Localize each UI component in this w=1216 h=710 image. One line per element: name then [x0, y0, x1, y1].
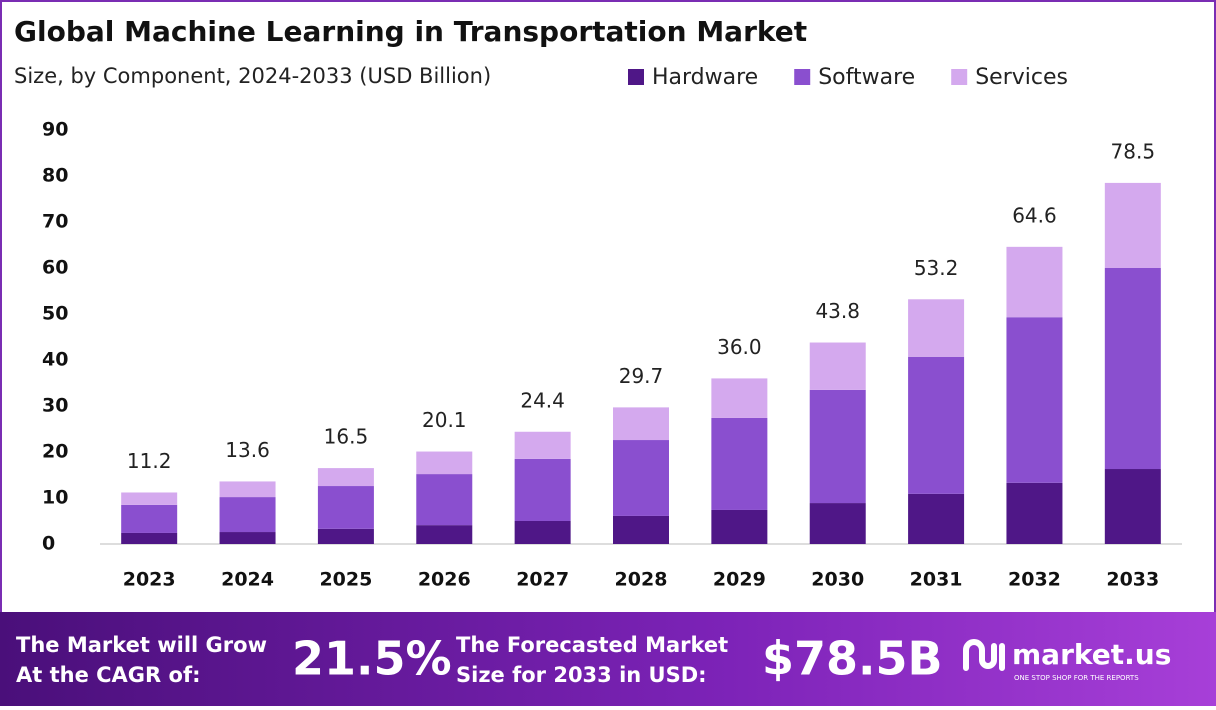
bar-segment — [121, 504, 178, 533]
bar-segment — [613, 407, 669, 441]
bar-segment — [908, 299, 965, 357]
y-tick-label: 40 — [42, 349, 68, 371]
bar-segment — [809, 342, 866, 390]
bar-segment — [1104, 182, 1161, 268]
bar-segment — [1006, 482, 1063, 544]
cagr-value: 21.5% — [292, 632, 452, 686]
bar-segment — [1104, 469, 1161, 544]
footer-text: Size for 2033 in USD: — [456, 663, 707, 687]
footer — [0, 612, 1216, 706]
bar-segment — [416, 525, 473, 544]
bar-segment — [613, 515, 669, 544]
legend-swatch — [794, 69, 811, 85]
bar-segment — [416, 451, 473, 475]
tagline: ONE STOP SHOP FOR THE REPORTS — [1014, 674, 1139, 682]
bar-segment — [809, 503, 866, 544]
bar-segment — [219, 481, 276, 498]
logo-icon — [963, 639, 1005, 671]
bar-segment — [711, 378, 768, 418]
total-label: 53.2 — [914, 256, 959, 280]
y-tick-label: 70 — [42, 211, 68, 233]
total-label: 13.6 — [225, 438, 270, 462]
total-label: 24.4 — [520, 388, 565, 412]
bar-segment — [514, 431, 571, 459]
bar-segment — [317, 486, 374, 529]
bar-segment — [1006, 317, 1063, 483]
bar-segment — [219, 532, 276, 544]
bar-segment — [711, 509, 768, 544]
total-label: 29.7 — [619, 364, 664, 388]
bar-segment — [317, 528, 374, 544]
chart-subtitle: Size, by Component, 2024-2033 (USD Billi… — [14, 64, 491, 88]
y-tick-label: 80 — [42, 165, 68, 187]
x-tick-label: 2026 — [418, 569, 471, 591]
legend-label: Software — [818, 65, 915, 90]
x-tick-label: 2031 — [910, 569, 963, 591]
chart-title: Global Machine Learning in Transportatio… — [14, 15, 807, 48]
footer-text: The Forecasted Market — [456, 633, 728, 657]
bar-segment — [1104, 268, 1161, 470]
bar-segment — [809, 389, 866, 504]
x-tick-label: 2029 — [713, 569, 766, 591]
brand: market.us — [1012, 638, 1171, 671]
x-tick-label: 2027 — [516, 569, 569, 591]
total-label: 43.8 — [815, 299, 860, 323]
legend-label: Hardware — [652, 65, 758, 90]
bar-segment — [514, 521, 571, 544]
y-tick-label: 20 — [42, 441, 68, 463]
forecast-value: $78.5B — [762, 632, 943, 686]
total-label: 36.0 — [717, 335, 762, 359]
legend-swatch — [628, 69, 644, 85]
bar-segment — [711, 417, 768, 510]
footer-text: At the CAGR of: — [16, 663, 201, 687]
y-tick-label: 0 — [42, 533, 55, 555]
bar-segment — [219, 497, 276, 533]
bar-segment — [416, 474, 473, 526]
bar-segment — [908, 493, 965, 544]
y-tick-label: 90 — [42, 119, 68, 141]
y-tick-label: 60 — [42, 257, 68, 279]
total-label: 20.1 — [422, 408, 467, 432]
x-tick-label: 2028 — [615, 569, 668, 591]
x-tick-label: 2030 — [811, 569, 864, 591]
y-tick-label: 10 — [42, 487, 68, 509]
x-tick-label: 2025 — [319, 569, 372, 591]
bar-segment — [317, 468, 374, 487]
x-tick-label: 2033 — [1106, 569, 1159, 591]
total-label: 16.5 — [324, 425, 369, 449]
bar-segment — [121, 492, 178, 505]
total-label: 11.2 — [127, 449, 172, 473]
footer-text: The Market will Grow — [16, 633, 267, 657]
bar-segment — [908, 356, 965, 494]
bar-segment — [1006, 246, 1063, 318]
legend-swatch — [951, 69, 968, 85]
x-tick-label: 2023 — [123, 569, 176, 591]
bar-segment — [613, 440, 669, 516]
y-tick-label: 30 — [42, 395, 68, 417]
bar-segment — [121, 532, 178, 544]
y-tick-label: 50 — [42, 303, 68, 325]
legend-label: Services — [975, 65, 1068, 90]
bar-segment — [514, 458, 571, 521]
total-label: 78.5 — [1111, 139, 1156, 163]
x-tick-label: 2024 — [221, 569, 274, 591]
x-tick-label: 2032 — [1008, 569, 1061, 591]
total-label: 64.6 — [1012, 203, 1057, 227]
